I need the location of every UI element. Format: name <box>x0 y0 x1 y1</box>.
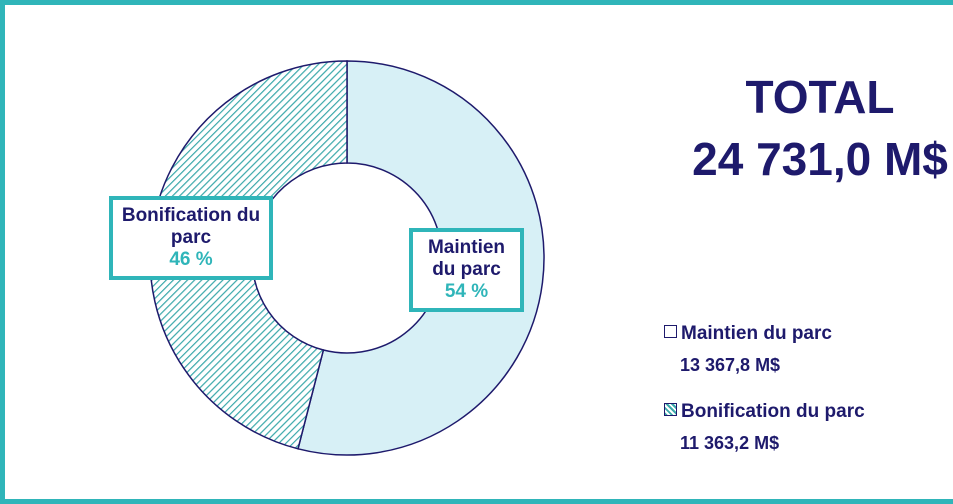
total-value: 24 731,0 M$ <box>692 133 948 185</box>
data-label-box: Maintien du parc 54 % <box>409 228 524 312</box>
legend-label: Maintien du parc <box>681 323 832 344</box>
data-label-value: 54 % <box>444 281 489 302</box>
data-label-category: Maintien du parc <box>427 237 506 280</box>
legend-amount: 13 367,8 M$ <box>680 355 781 375</box>
legend-amount: 11 363,2 M$ <box>680 433 780 453</box>
legend-swatch <box>664 403 677 416</box>
legend-entry: Bonification du parc 11 363,2 M$ <box>664 400 865 455</box>
data-label-box: Bonification du parc 46 % <box>109 196 273 280</box>
data-label-value: 46 % <box>169 249 213 270</box>
legend-entry: Maintien du parc 13 367,8 M$ <box>664 322 832 377</box>
total-title: TOTAL <box>745 71 895 123</box>
data-label-category: Bonification du parc <box>121 205 261 248</box>
legend-label: Bonification du parc <box>681 401 865 422</box>
legend-swatch <box>664 325 677 338</box>
